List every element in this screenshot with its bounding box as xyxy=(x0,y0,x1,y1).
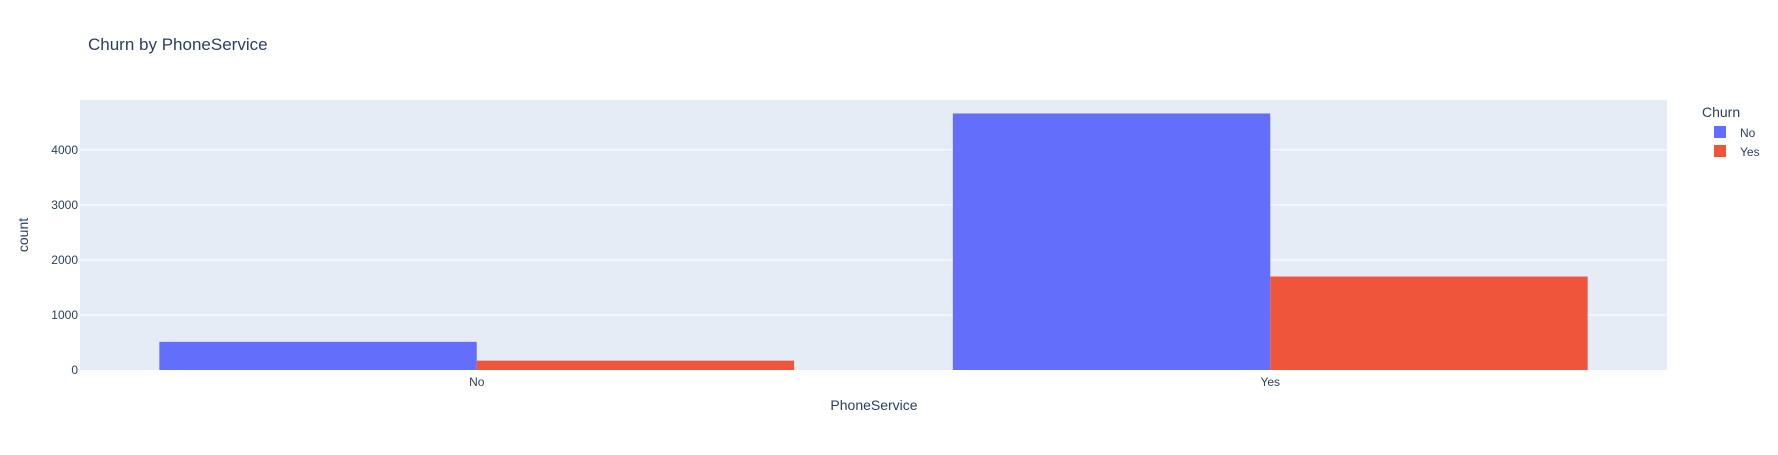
legend-label: No xyxy=(1740,126,1756,140)
legend-items[interactable]: No Yes xyxy=(1714,126,1760,159)
y-tick-label: 1000 xyxy=(51,308,78,322)
bar-no-no[interactable] xyxy=(159,341,477,370)
y-tick-label: 3000 xyxy=(51,198,78,212)
legend-swatch xyxy=(1714,126,1726,138)
x-tick-labels: No Yes xyxy=(469,375,1280,389)
bar-no-yes[interactable] xyxy=(476,360,795,370)
x-axis-title: PhoneService xyxy=(830,397,917,413)
legend[interactable]: Churn No Yes xyxy=(1702,104,1760,159)
legend-item-no[interactable]: No xyxy=(1714,126,1756,140)
bar-yes-no[interactable] xyxy=(952,113,1271,370)
legend-title: Churn xyxy=(1702,104,1740,120)
chart-title: Churn by PhoneService xyxy=(88,35,268,54)
legend-swatch xyxy=(1714,145,1726,157)
x-tick-label: No xyxy=(469,375,485,389)
y-tick-labels: 0 1000 2000 3000 4000 xyxy=(51,143,78,377)
y-tick-label: 2000 xyxy=(51,253,78,267)
y-tick-label: 0 xyxy=(71,363,78,377)
legend-item-yes[interactable]: Yes xyxy=(1714,145,1760,159)
x-tick-label: Yes xyxy=(1260,375,1280,389)
y-tick-label: 4000 xyxy=(51,143,78,157)
legend-label: Yes xyxy=(1740,145,1760,159)
y-axis-title: count xyxy=(15,218,31,252)
bar-yes-yes[interactable] xyxy=(1270,276,1588,370)
bars xyxy=(159,113,1588,370)
